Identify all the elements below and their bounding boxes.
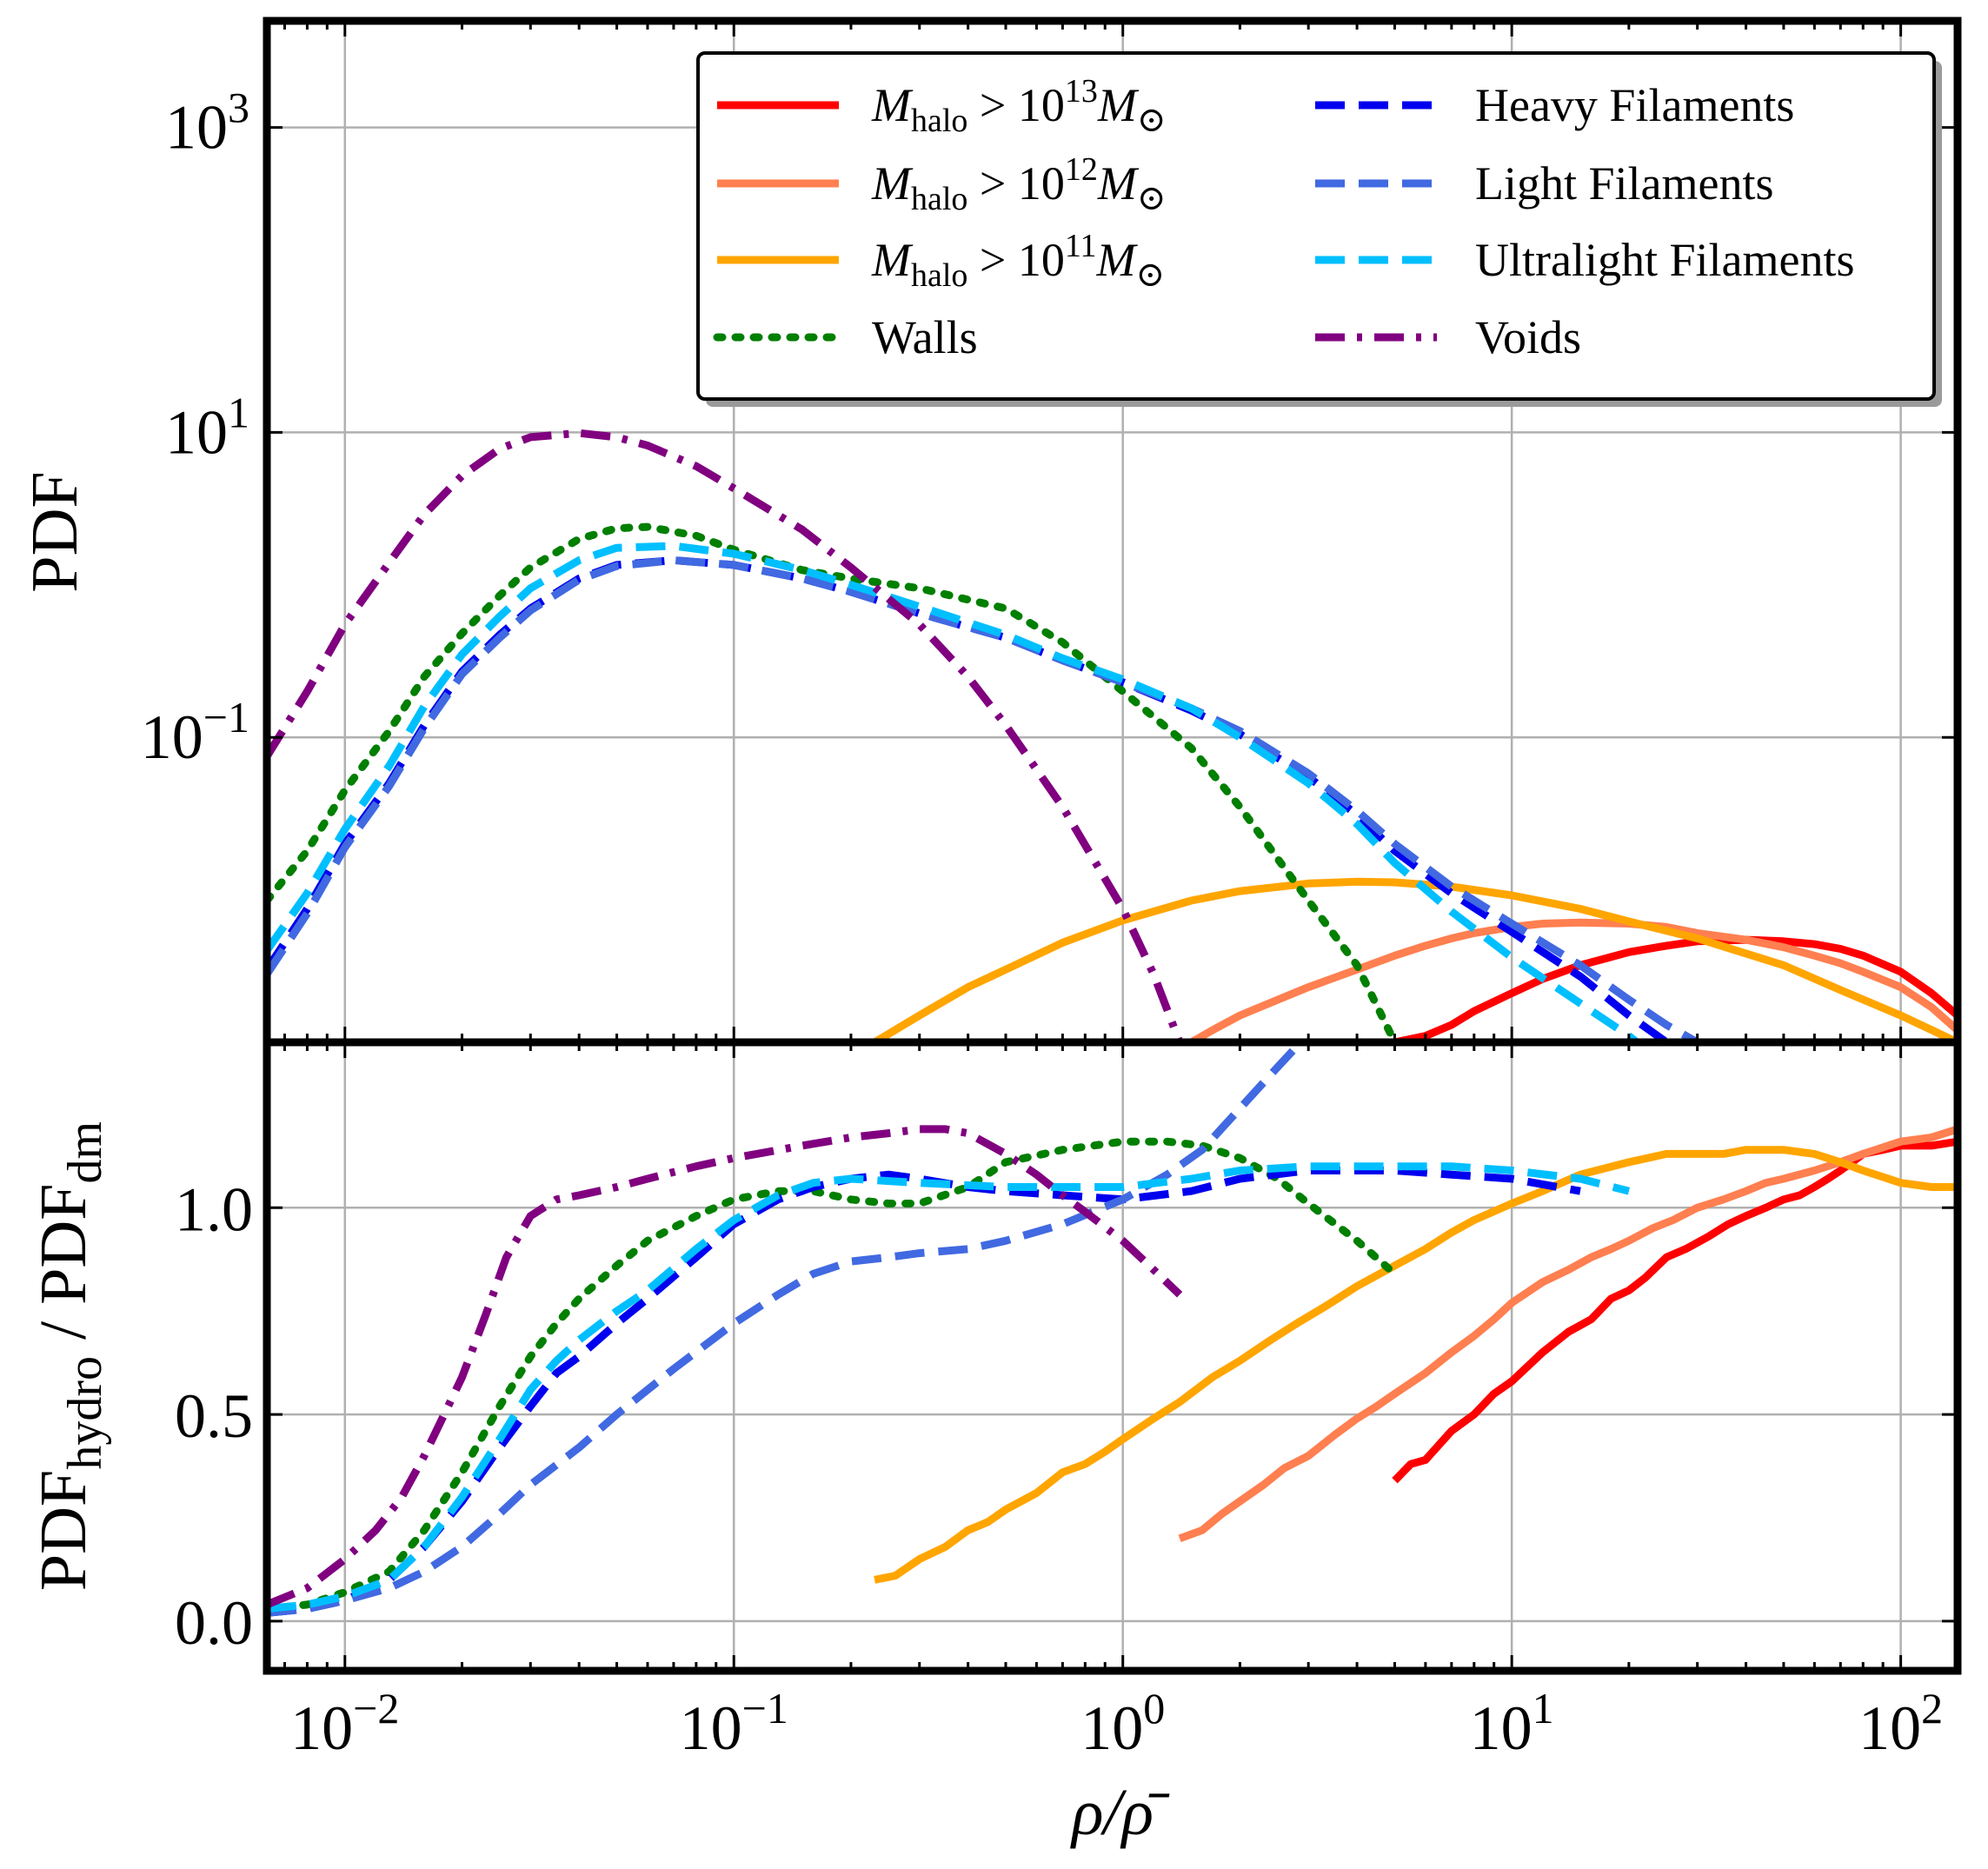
- series-line-ultralight-filaments: [267, 1162, 1631, 1613]
- series-line-m-halo-10-12-m-sun: [1178, 1125, 1958, 1543]
- x-tick-label: 100: [1080, 1684, 1165, 1763]
- bottom-panel: 0.0 0.5 1.0 10−2 10−1 100 101 102: [175, 1042, 1958, 1763]
- legend-label: Mhalo > 1012M⊙: [871, 151, 1166, 217]
- x-tick-label: 10−2: [290, 1684, 399, 1763]
- legend-box: [696, 51, 1936, 401]
- series-line-voids: [267, 1125, 1183, 1609]
- bottom-series: [267, 1042, 1958, 1617]
- series-line-walls: [267, 1137, 1399, 1613]
- bottom-ylabel: PDFhydro / PDFdm: [27, 1121, 112, 1591]
- y-tick-label: 0.5: [175, 1381, 253, 1451]
- y-tick-label: 0.0: [175, 1588, 253, 1658]
- top-series: [267, 429, 1958, 1042]
- legend-label: Walls: [872, 311, 978, 363]
- x-tick-label: 102: [1858, 1684, 1943, 1763]
- series-line-m-halo-10-12-m-sun: [1189, 918, 1958, 1042]
- series-line-heavy-filaments: [267, 1167, 1581, 1617]
- series-line-heavy-filaments: [267, 556, 1669, 1042]
- legend-label: Mhalo > 1013M⊙: [871, 73, 1166, 139]
- legend-label: Voids: [1475, 311, 1581, 363]
- bottom-grid: [267, 1042, 1958, 1671]
- top-ticks: 103 101 10−1: [141, 21, 1958, 1042]
- series-line-m-halo-10-13-m-sun: [1393, 935, 1958, 1042]
- legend-label: Light Filaments: [1475, 157, 1774, 210]
- legend-label: Ultralight Filaments: [1475, 234, 1854, 286]
- series-line-m-halo-10-11-m-sun: [874, 1146, 1958, 1584]
- series-line-voids: [267, 429, 1184, 1042]
- series-line-m-halo-10-13-m-sun: [1392, 1137, 1958, 1484]
- bottom-plot-frame: [263, 1038, 1962, 1675]
- top-panel: 103 101 10−1: [141, 21, 1958, 1042]
- x-axis-label: ρ/ρ̄: [1070, 1776, 1170, 1849]
- x-tick-label: 10−1: [680, 1684, 788, 1763]
- legend-items: Mhalo > 1013M⊙ Mhalo > 1012M⊙ Mhalo > 1011…: [713, 73, 1854, 363]
- series-line-light-filaments: [267, 556, 1705, 1042]
- legend: Mhalo > 1013M⊙ Mhalo > 1012M⊙ Mhalo > 1011…: [696, 51, 1942, 407]
- y-tick-label: 101: [165, 388, 249, 467]
- bottom-ticks: 0.0 0.5 1.0 10−2 10−1 100 101 102: [175, 1042, 1958, 1763]
- top-ylabel: PDF: [18, 471, 91, 592]
- legend-label: Heavy Filaments: [1475, 79, 1794, 131]
- x-tick-label: 101: [1470, 1684, 1554, 1763]
- series-line-m-halo-10-11-m-sun: [872, 877, 1958, 1042]
- y-tick-label: 103: [165, 83, 249, 163]
- series-line-walls: [267, 522, 1399, 1042]
- y-tick-label: 10−1: [141, 693, 249, 772]
- series-line-ultralight-filaments: [267, 542, 1644, 1042]
- legend-label: Mhalo > 1011M⊙: [871, 228, 1165, 294]
- y-tick-label: 1.0: [175, 1174, 253, 1244]
